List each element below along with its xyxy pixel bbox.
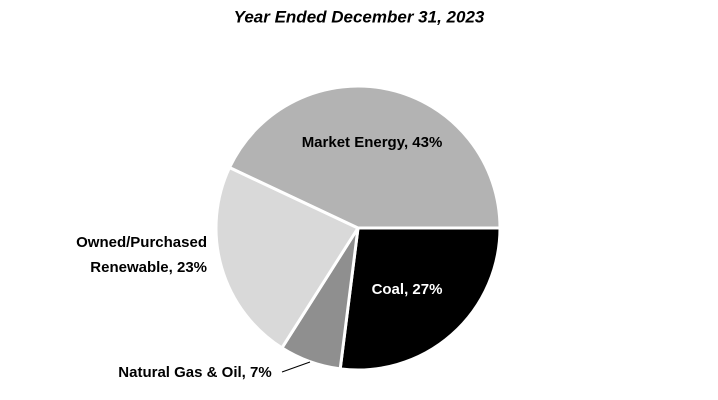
slice-label: Market Energy, 43%: [302, 134, 443, 151]
slice-label: Natural Gas & Oil, 7%: [118, 364, 271, 381]
pie-slice: [338, 226, 502, 372]
slice-label: Owned/Purchased Renewable, 23%: [76, 234, 207, 276]
chart-title: Year Ended December 31, 2023: [234, 7, 485, 26]
leader-line: [281, 361, 311, 373]
pie-slice: [227, 84, 502, 230]
slice-label: Coal, 27%: [372, 281, 443, 298]
